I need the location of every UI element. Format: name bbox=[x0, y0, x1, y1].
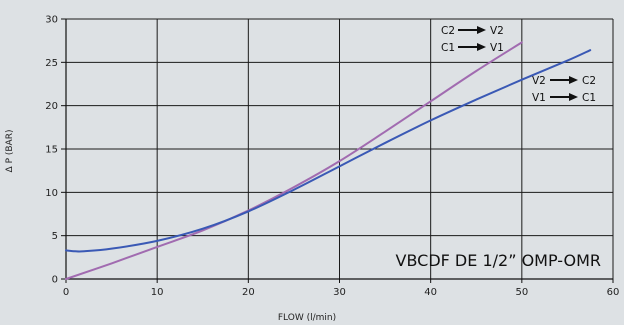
y-tick-label-15: 15 bbox=[45, 145, 58, 156]
y-tick-label-25: 25 bbox=[45, 58, 58, 69]
y-tick-label-30: 30 bbox=[45, 15, 58, 26]
legend-purple-arrowhead-1 bbox=[477, 26, 486, 34]
legend-blue-arrowhead-2 bbox=[569, 93, 578, 101]
series-lines bbox=[65, 41, 592, 280]
x-tick-label-10: 10 bbox=[151, 287, 164, 298]
axes bbox=[61, 18, 614, 283]
x-tick-label-40: 40 bbox=[424, 287, 437, 298]
legend-blue-from-2: V1 bbox=[532, 92, 546, 104]
legend-blue-to-1: C2 bbox=[582, 75, 596, 87]
y-axis-title: Δ P (BAR) bbox=[5, 130, 15, 173]
x-tick-label-30: 30 bbox=[333, 287, 346, 298]
x-tick-label-60: 60 bbox=[607, 287, 620, 298]
y-tick-label-0: 0 bbox=[52, 275, 58, 286]
legend-purple-arrowhead-2 bbox=[477, 43, 486, 51]
tick-labels: 0 10 20 30 40 50 60 0 5 10 15 20 25 30 bbox=[45, 15, 619, 299]
legend-purple-to-2: V1 bbox=[490, 42, 504, 54]
x-tick-label-50: 50 bbox=[515, 287, 528, 298]
legend-purple-from-2: C1 bbox=[441, 42, 455, 54]
x-tick-label-0: 0 bbox=[63, 287, 69, 298]
y-tick-label-20: 20 bbox=[45, 101, 58, 112]
x-tick-label-20: 20 bbox=[242, 287, 255, 298]
legend-blue-to-2: C1 bbox=[582, 92, 596, 104]
legend-purple-to-1: V2 bbox=[490, 25, 504, 37]
legend-blue-from-1: V2 bbox=[532, 75, 546, 87]
legend-blue: V2 C2 V1 C1 bbox=[532, 75, 596, 104]
legend-purple: C2 V2 C1 V1 bbox=[441, 25, 504, 54]
model-label: VBCDF DE 1/2” OMP-OMR bbox=[396, 251, 602, 270]
y-tick-label-5: 5 bbox=[52, 231, 58, 242]
series-line-2 bbox=[65, 49, 592, 253]
legend-blue-arrowhead-1 bbox=[569, 76, 578, 84]
grid bbox=[66, 18, 614, 279]
y-tick-label-10: 10 bbox=[45, 188, 58, 199]
x-axis-title: FLOW (l/min) bbox=[278, 313, 336, 323]
series-line-1 bbox=[65, 41, 523, 280]
legend-purple-from-1: C2 bbox=[441, 25, 455, 37]
